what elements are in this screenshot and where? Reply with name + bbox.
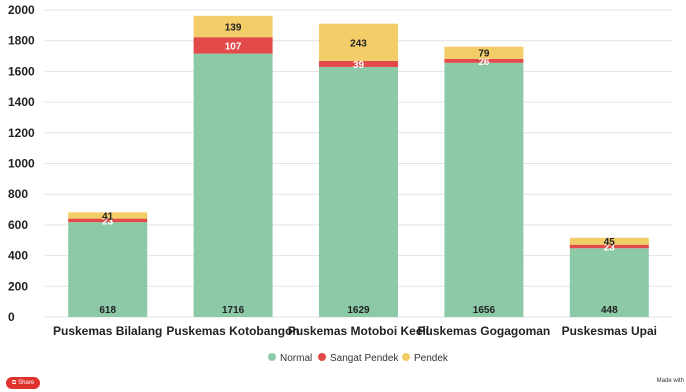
bar-segment	[319, 60, 398, 67]
y-tick-label: 1000	[8, 157, 35, 171]
y-tick-label: 200	[8, 279, 28, 293]
legend-marker	[268, 353, 276, 361]
y-tick-label: 600	[8, 218, 28, 232]
data-label: 45	[604, 237, 616, 248]
x-tick-label: Puskemas Kotobangon	[166, 324, 299, 338]
y-tick-label: 1800	[8, 34, 35, 48]
x-tick-label: Puskemas Motoboi Kecil	[288, 324, 429, 338]
bar-segment	[444, 62, 524, 317]
data-label: 41	[102, 211, 114, 222]
data-label: 448	[601, 305, 618, 316]
data-label: 1656	[473, 305, 496, 316]
data-label: 618	[99, 305, 116, 316]
y-tick-label: 400	[8, 249, 28, 263]
data-label: 139	[225, 23, 242, 34]
share-button[interactable]: ⧉ Share	[6, 377, 40, 389]
y-tick-label: 800	[8, 187, 28, 201]
bar-segment	[68, 222, 148, 317]
data-label: 243	[350, 38, 367, 49]
y-tick-label: 1400	[8, 95, 35, 109]
x-tick-label: Puskemas Gogagoman	[418, 324, 551, 338]
data-label: 107	[225, 41, 242, 52]
data-label: 1716	[222, 305, 245, 316]
bar-segment	[444, 58, 524, 63]
y-tick-label: 1600	[8, 64, 35, 78]
bar-segment	[319, 66, 398, 317]
made-with-credit: Made with	[656, 378, 684, 384]
share-icon: ⧉	[11, 380, 17, 386]
bar-segment	[319, 23, 398, 61]
x-tick-label: Puskemas Bilalang	[53, 324, 162, 338]
data-label: 1629	[347, 305, 370, 316]
bar-segment	[444, 46, 524, 59]
legend-marker	[318, 353, 326, 361]
bar-segment	[569, 244, 649, 249]
bar-segment	[569, 248, 649, 317]
data-label: 23	[604, 242, 616, 253]
data-label: 79	[478, 49, 490, 60]
legend-label: Normal	[280, 353, 312, 364]
y-tick-label: 1200	[8, 126, 35, 140]
bar-segment	[68, 212, 148, 219]
y-tick-label: 2000	[8, 3, 35, 17]
x-tick-label: Puskesmas Upai	[562, 324, 657, 338]
data-label: 26	[478, 57, 490, 68]
legend-label: Pendek	[414, 353, 449, 364]
bar-segment	[68, 218, 148, 223]
bar-segment	[569, 237, 649, 245]
legend-marker	[402, 353, 410, 361]
legend-label: Sangat Pendek	[330, 353, 399, 364]
bar-segment	[193, 37, 273, 54]
bar-segment	[193, 53, 273, 318]
bar-segment	[193, 15, 273, 38]
y-tick-label: 0	[8, 310, 15, 324]
share-label: Share	[18, 380, 35, 386]
data-label: 39	[353, 60, 365, 71]
data-label: 23	[102, 216, 114, 227]
